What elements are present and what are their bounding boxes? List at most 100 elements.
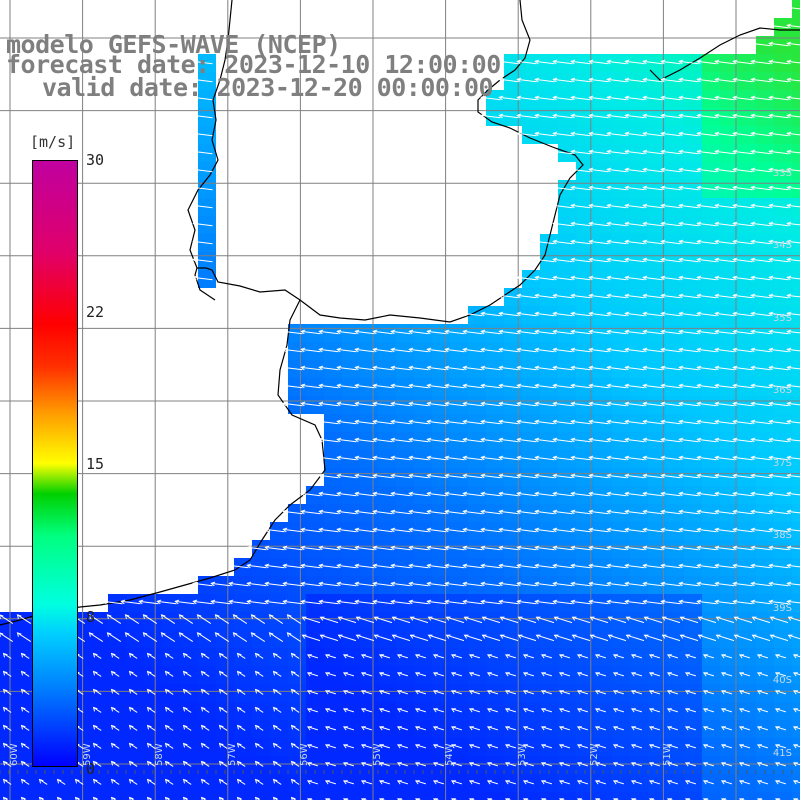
wind-arrow — [553, 474, 573, 479]
speed-cell — [792, 414, 800, 432]
wind-arrow — [517, 492, 537, 497]
wind-arrow-head — [534, 455, 540, 461]
wind-arrow-head — [408, 419, 414, 425]
wind-arrow — [517, 582, 537, 587]
wind-arrow-head — [444, 581, 450, 587]
wind-arrow — [751, 276, 771, 281]
wind-arrow — [143, 614, 158, 624]
wind-arrow-head — [678, 167, 684, 173]
wind-arrow — [373, 330, 393, 335]
wind-arrow — [643, 240, 663, 245]
wind-arrow-head — [768, 563, 774, 569]
wind-arrow — [320, 616, 339, 624]
wind-arrow — [445, 420, 465, 425]
wind-arrow-head — [768, 149, 774, 155]
wind-arrow-head — [660, 365, 666, 371]
wind-arrow — [697, 528, 717, 533]
speed-cell — [792, 594, 800, 612]
lat-label-39s: 39S — [772, 603, 792, 614]
wind-arrow — [733, 474, 753, 479]
wind-arrow — [391, 492, 411, 497]
speed-cell — [792, 360, 800, 378]
wind-arrow-head — [606, 293, 612, 299]
speed-cell — [18, 792, 36, 800]
wind-arrow-head — [660, 437, 666, 443]
wind-arrow — [121, 600, 141, 605]
wind-arrow-head — [124, 614, 130, 619]
wind-arrow-head — [552, 239, 558, 245]
wind-arrow-head — [192, 95, 198, 101]
wind-arrow — [715, 474, 735, 479]
wind-arrow — [535, 582, 555, 587]
wind-arrow — [193, 96, 213, 101]
wind-arrow — [679, 204, 699, 209]
wind-arrow — [481, 510, 501, 515]
wind-arrow — [751, 222, 771, 227]
wind-arrow-head — [642, 167, 648, 173]
wind-arrow — [265, 600, 285, 605]
wind-arrow — [193, 276, 213, 281]
wind-arrow — [787, 366, 800, 370]
wind-arrow — [265, 546, 285, 551]
wind-arrow — [589, 258, 609, 263]
wind-arrow — [661, 258, 681, 263]
wind-arrow — [787, 42, 800, 46]
wind-arrow — [355, 402, 375, 407]
wind-arrow — [607, 348, 627, 353]
wind-arrow-head — [714, 383, 720, 389]
wind-arrow-head — [355, 616, 361, 621]
wind-arrow — [427, 402, 447, 407]
wind-arrow — [535, 366, 555, 371]
speed-cell — [792, 180, 800, 198]
wind-arrow-head — [588, 311, 594, 317]
wind-arrow-head — [660, 149, 666, 155]
wind-arrow — [337, 492, 357, 497]
wind-arrow-head — [516, 491, 522, 497]
wind-arrow-head — [624, 239, 630, 245]
wind-arrow-head — [661, 616, 667, 621]
wind-arrow-head — [732, 581, 738, 587]
wind-arrow — [301, 348, 321, 353]
wind-arrow — [391, 384, 411, 389]
wind-arrow — [193, 114, 213, 119]
wind-arrow — [283, 348, 303, 353]
wind-arrow-head — [624, 527, 630, 533]
wind-arrow-head — [624, 221, 630, 227]
wind-arrow-head — [714, 203, 720, 209]
wind-arrow — [409, 474, 429, 479]
wind-arrow — [607, 402, 627, 407]
wind-arrow — [769, 204, 789, 209]
wind-arrow — [499, 114, 519, 119]
wind-arrow — [733, 204, 753, 209]
wind-arrow — [319, 492, 339, 497]
wind-arrow-head — [678, 347, 684, 353]
wind-arrow — [769, 330, 789, 335]
wind-arrow — [319, 564, 339, 569]
wind-arrow — [445, 564, 465, 569]
wind-arrow — [769, 366, 789, 371]
wind-arrow — [499, 60, 519, 65]
wind-arrows — [0, 5, 800, 800]
wind-arrow-head — [372, 401, 378, 407]
wind-arrow — [697, 564, 717, 569]
wind-arrow — [337, 546, 357, 551]
wind-arrow — [787, 168, 800, 172]
wind-arrow-head — [498, 509, 504, 515]
wind-arrow-head — [642, 527, 648, 533]
wind-arrow-head — [462, 455, 468, 461]
wind-arrow — [251, 614, 266, 624]
wind-arrow-head — [696, 437, 702, 443]
wind-arrow — [787, 384, 800, 388]
wind-arrow-head — [588, 455, 594, 461]
wind-arrow-head — [570, 167, 576, 173]
wind-arrow-head — [678, 275, 684, 281]
wind-arrow-head — [102, 599, 108, 605]
wind-arrow-head — [0, 614, 4, 619]
wind-arrow-head — [516, 59, 522, 65]
wind-arrow-head — [588, 149, 594, 155]
wind-arrow-head — [264, 563, 270, 569]
wind-arrow-head — [696, 401, 702, 407]
wind-arrow-head — [696, 59, 702, 65]
wind-arrow-head — [498, 311, 504, 317]
wind-arrow-head — [660, 113, 666, 119]
